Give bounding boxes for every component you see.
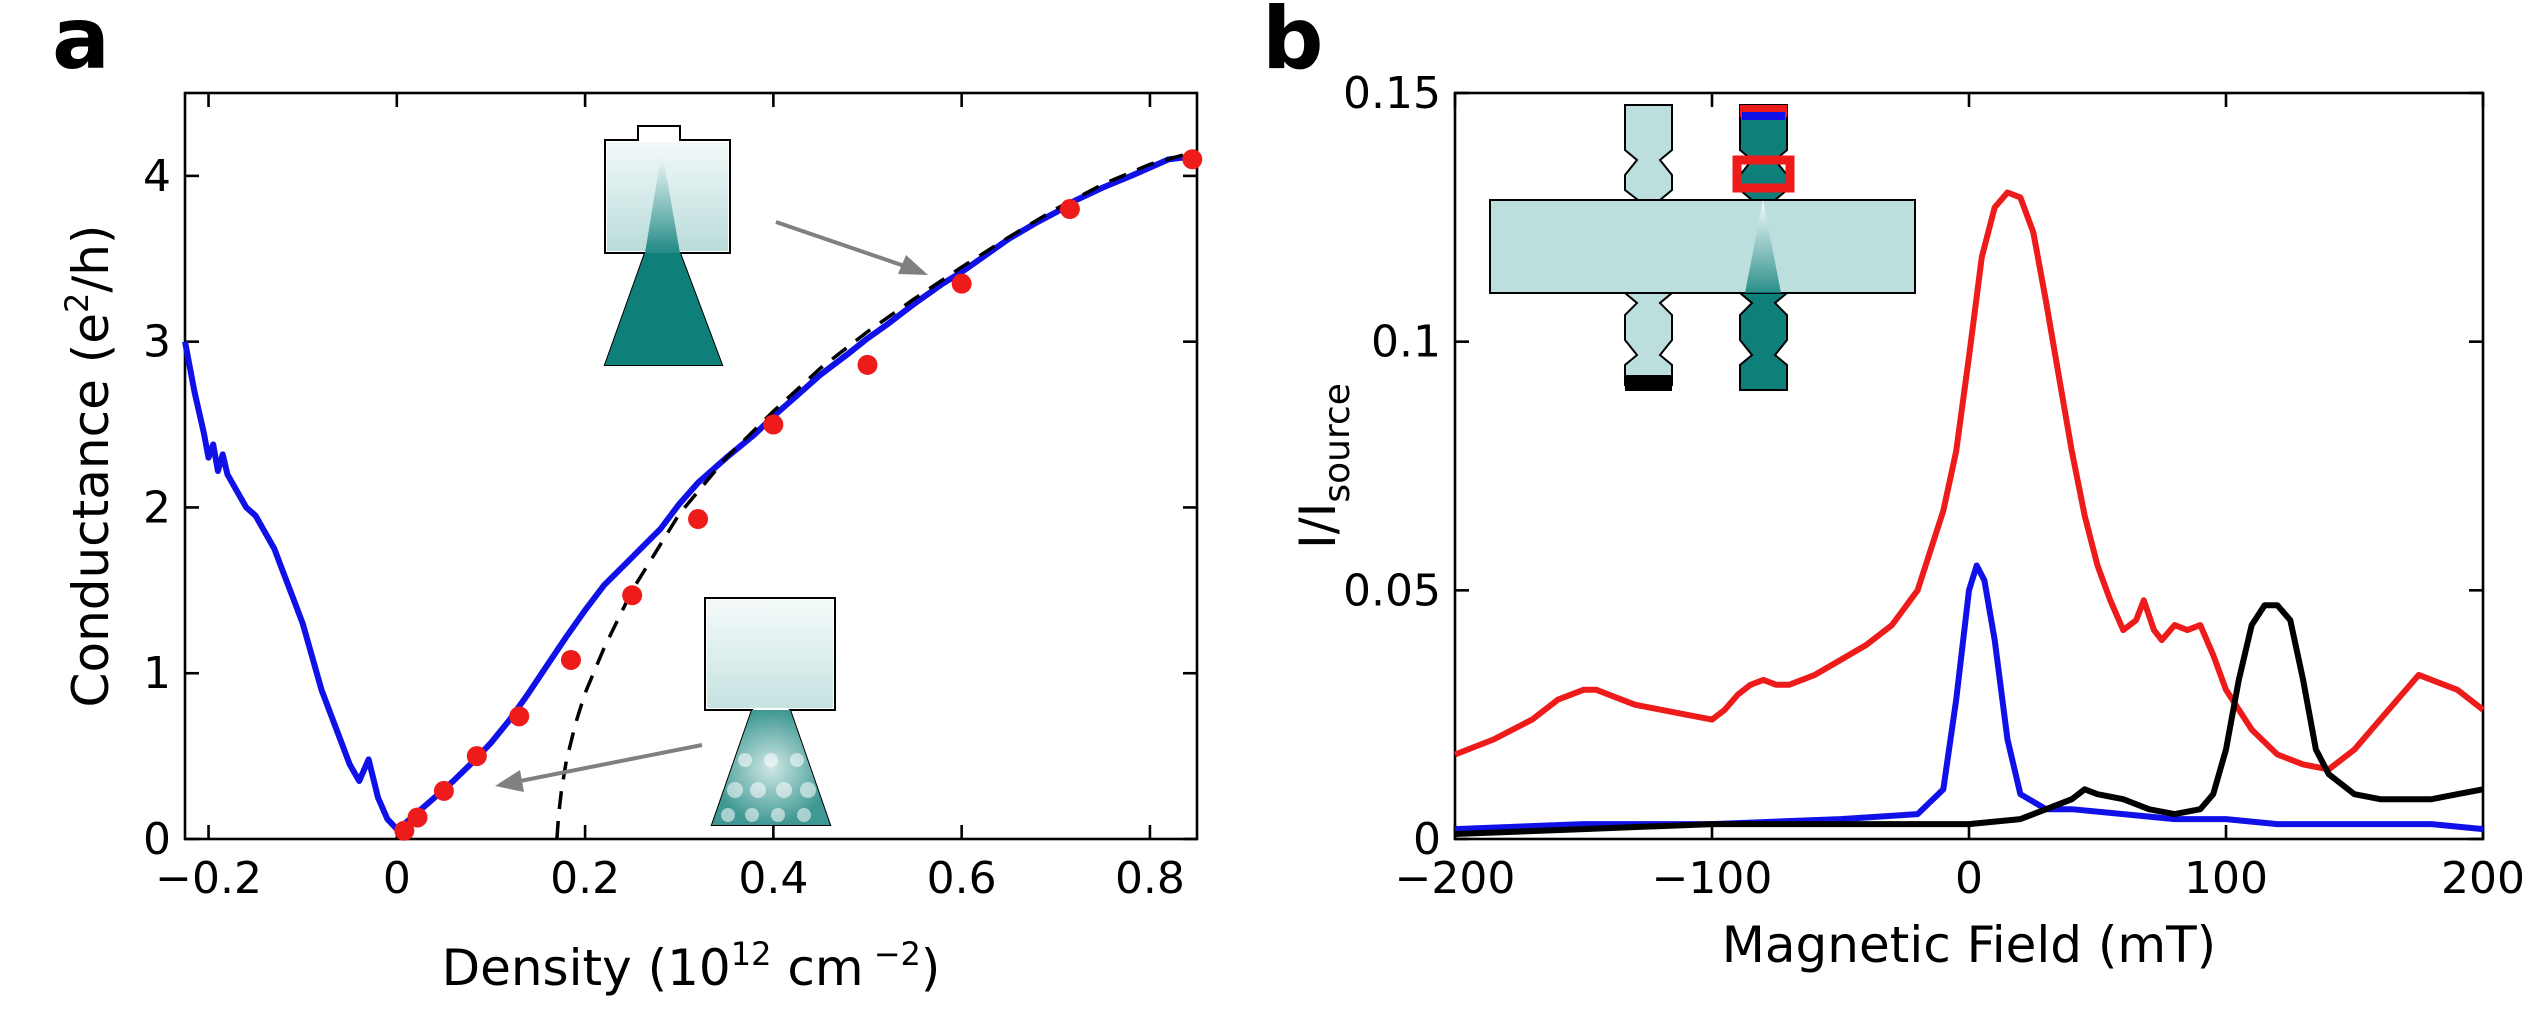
data-point-simulation <box>763 414 784 435</box>
panel-a-axes <box>183 91 1199 841</box>
data-point-simulation <box>1182 149 1203 170</box>
y-tick-label: 1 <box>143 648 171 699</box>
inset-beam <box>645 150 680 253</box>
data-point-simulation <box>1059 199 1080 220</box>
y-tick-label: 0 <box>1413 814 1441 865</box>
y-tick-label: 3 <box>143 317 171 368</box>
panel-a-frame <box>183 91 1199 841</box>
x-tick-label: −0.2 <box>155 853 262 904</box>
y-tick-label: 0.15 <box>1343 68 1441 119</box>
panel-b-xlabel: Magnetic Field (mT) <box>1722 916 2216 974</box>
data-point-simulation <box>951 273 972 294</box>
inset-beam <box>1745 200 1781 293</box>
x-tick-label: 0.6 <box>927 853 997 904</box>
data-point-simulation <box>857 354 878 375</box>
panel-a-inset-top <box>603 125 731 366</box>
y-tick-label: 2 <box>143 482 171 533</box>
inset-left-top-lead <box>1624 104 1673 201</box>
inset-channel <box>1489 199 1916 294</box>
panel-label-a: a <box>52 0 110 89</box>
data-point-simulation <box>466 746 487 767</box>
y-tick-label: 0.05 <box>1343 565 1441 616</box>
x-tick-label: 0.8 <box>1115 853 1185 904</box>
series-line-measured <box>182 153 1198 833</box>
inset-right-bottom-lead <box>1737 292 1790 391</box>
panel-a-ylabel: Conductance (e2/h) <box>58 225 120 708</box>
inset-black-contact <box>1625 375 1672 391</box>
x-tick-label: 0.2 <box>550 853 620 904</box>
arrow-bottom-shaft <box>509 743 703 785</box>
x-tick-label: 0 <box>383 853 411 904</box>
inset-blue-contact <box>1742 112 1785 120</box>
x-tick-label: 100 <box>2184 853 2268 904</box>
inset-left-bottom-lead <box>1622 292 1675 386</box>
y-tick-label: 0 <box>143 814 171 865</box>
data-point-simulation <box>622 585 643 606</box>
series-line-blue <box>1454 562 2484 833</box>
panel-label-b: b <box>1262 0 1324 89</box>
series-line-red <box>1453 189 2485 773</box>
x-tick-label: 0.4 <box>738 853 808 904</box>
panel-b-plot: −200 −100 0 100 200 0 0.05 0.1 0.15 Magnetic Fie… <box>1289 68 2525 974</box>
panel-b-inset <box>1489 104 1916 391</box>
inset-upper-chamber <box>707 600 833 708</box>
series-line-theory <box>555 149 1198 840</box>
data-point-simulation <box>407 807 428 828</box>
y-tick-label: 0.1 <box>1371 317 1441 368</box>
arrow-top-shaft <box>775 220 923 274</box>
panel-b-series <box>1453 189 2485 837</box>
data-point-simulation <box>433 780 454 801</box>
x-tick-label: 200 <box>2441 853 2525 904</box>
data-point-simulation <box>509 706 530 727</box>
y-tick-label: 4 <box>143 151 171 202</box>
inset-ripples <box>721 753 816 822</box>
panel-a-inset-bottom <box>704 597 836 826</box>
panel-a-xlabel: Density (1012 cm −2) <box>442 935 941 997</box>
inset-red-contact-sides <box>1732 155 1795 193</box>
data-point-simulation <box>394 820 415 841</box>
inset-lower-funnel <box>605 253 722 365</box>
x-tick-label: −200 <box>1395 853 1516 904</box>
data-point-simulation <box>688 509 709 530</box>
series-line-black <box>1454 602 2484 837</box>
arrow-bottom-head <box>495 770 524 792</box>
panel-b-ylabel: I/Isource <box>1289 383 1358 549</box>
x-tick-label: 0 <box>1955 853 1983 904</box>
data-point-simulation <box>560 649 581 670</box>
panel-a-series <box>182 149 1203 841</box>
inset-lower-funnel <box>712 710 830 825</box>
panel-b-ticks: −200 −100 0 100 200 0 0.05 0.1 0.15 <box>1343 68 2525 904</box>
x-tick-label: −100 <box>1652 853 1773 904</box>
arrow-top-head <box>898 255 928 275</box>
